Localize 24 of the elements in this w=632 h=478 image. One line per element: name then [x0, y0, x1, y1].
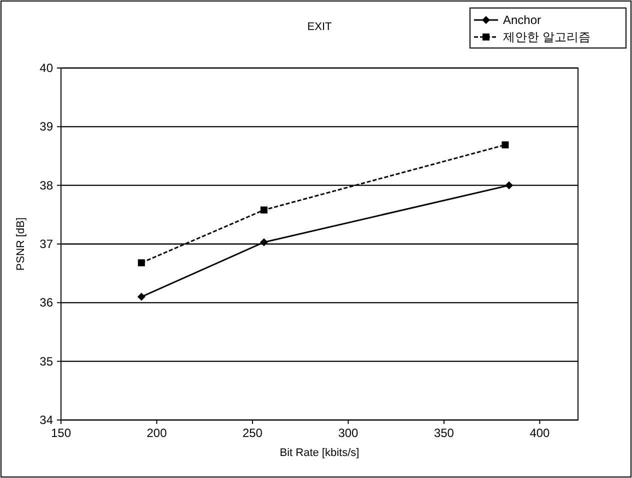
point — [138, 259, 145, 266]
point — [260, 238, 268, 246]
legend-label: Anchor — [503, 13, 542, 27]
x-tick-label: 400 — [530, 426, 550, 440]
y-tick-label: 37 — [40, 237, 54, 251]
y-tick-label: 38 — [40, 178, 54, 192]
x-tick-label: 300 — [338, 426, 359, 440]
y-axis-title: PSNR [dB] — [15, 217, 27, 271]
point — [260, 206, 268, 214]
x-tick-label: 150 — [50, 426, 72, 440]
y-tick-label: 34 — [40, 413, 54, 427]
x-axis-title: Bit Rate [kbits/s] — [280, 447, 360, 459]
point — [502, 141, 509, 148]
point — [137, 292, 146, 301]
x-tick-label: 250 — [242, 426, 263, 440]
x-tick-label: 350 — [434, 426, 454, 440]
x-tick-label: 200 — [146, 426, 168, 440]
y-tick-label: 35 — [40, 354, 54, 368]
y-tick-label: 40 — [40, 61, 54, 75]
point — [505, 181, 514, 190]
y-tick-label: 39 — [40, 120, 54, 134]
y-tick-label: 36 — [40, 296, 54, 310]
chart-title: EXIT — [307, 21, 332, 33]
legend-label: 제안한 알고리즘 — [503, 30, 590, 44]
